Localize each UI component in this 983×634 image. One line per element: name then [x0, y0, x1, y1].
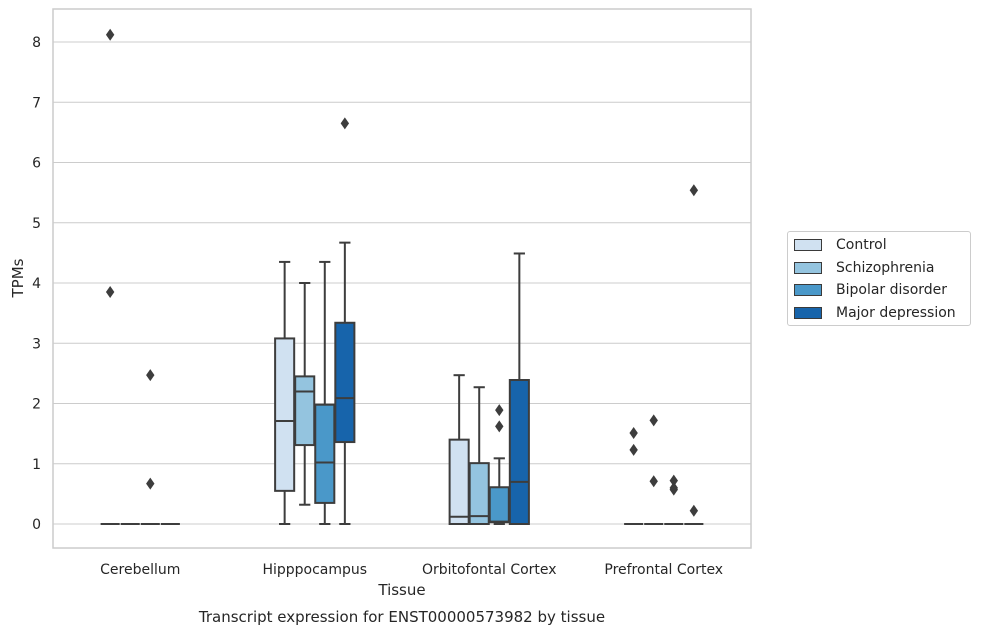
y-tick-labels: 0 1 2 3 4 5 6 7 8 [32, 35, 41, 533]
x-tick-label: Orbitofontal Cortex [422, 562, 557, 578]
box-iqr [334, 321, 356, 444]
box-major-depression [508, 252, 530, 525]
chart-caption: Transcript expression for ENST0000057398… [198, 608, 605, 626]
outlier-point [649, 475, 658, 488]
y-tick-label: 2 [32, 397, 41, 413]
legend-swatch [794, 306, 822, 319]
y-tick-label: 4 [32, 276, 41, 292]
outlier-point [669, 483, 678, 496]
box-bipolar-disorder [314, 260, 336, 525]
legend-item: Control [794, 235, 887, 255]
box-iqr [448, 438, 470, 525]
box-bipolar-disorder [488, 404, 510, 525]
y-tick-label: 6 [32, 156, 41, 172]
box-iqr [294, 375, 316, 447]
box-bipolar-disorder [140, 369, 160, 525]
x-tick-label: Cerebellum [100, 562, 180, 578]
outlier-point [629, 443, 638, 456]
legend-swatch [794, 239, 822, 251]
box-layer [100, 28, 704, 525]
legend-label: Control [836, 237, 887, 253]
y-tick-label: 1 [32, 457, 41, 473]
box-schizophrenia [644, 414, 664, 525]
outlier-point [649, 414, 658, 427]
box-iqr [314, 403, 336, 504]
legend-item: Schizophrenia [794, 258, 934, 278]
box-iqr [488, 486, 510, 524]
box-major-depression [334, 117, 356, 525]
legend: Control Schizophrenia Bipolar disorder Majo… [787, 231, 971, 326]
y-tick-label: 3 [32, 336, 41, 352]
box-control [100, 28, 120, 525]
legend-label: Schizophrenia [836, 259, 935, 276]
grid-lines [53, 41, 751, 525]
y-axis-label: TPMs [9, 258, 27, 298]
outlier-point [629, 427, 638, 440]
box-schizophrenia [468, 386, 490, 525]
y-tick-label: 0 [32, 517, 41, 533]
outlier-point [105, 28, 115, 41]
x-tick-labels: Cerebellum Hipppocampus Orbitofontal Corte… [100, 562, 723, 578]
outlier-point [340, 117, 350, 130]
box-schizophrenia [294, 282, 316, 506]
y-tick-label: 8 [32, 35, 41, 51]
legend-swatch [794, 261, 822, 274]
outlier-point [495, 420, 504, 433]
box-iqr [508, 379, 530, 525]
outlier-point [689, 504, 699, 517]
legend-label: Bipolar disorder [836, 282, 948, 298]
box-bipolar-disorder [664, 474, 684, 525]
plot-border [52, 8, 752, 549]
y-tick-label: 7 [32, 95, 41, 111]
outlier-point [495, 404, 504, 417]
outlier-point [669, 474, 678, 487]
outlier-point [689, 184, 699, 197]
box-control [448, 374, 470, 525]
outlier-point [146, 477, 155, 490]
box-control [624, 427, 644, 525]
box-iqr [468, 462, 490, 525]
box-control [274, 260, 296, 525]
x-tick-label: Prefrontal Cortex [604, 562, 723, 578]
y-tick-label: 5 [32, 216, 41, 232]
x-tick-label: Hipppocampus [262, 562, 367, 578]
legend-item: Bipolar disorder [794, 280, 947, 300]
legend-item: Major depression [794, 303, 956, 323]
outlier-point [146, 369, 155, 382]
plot-frame [52, 8, 752, 549]
x-axis-label: Tissue [377, 581, 425, 599]
legend-swatch [794, 284, 822, 296]
box-iqr [274, 337, 296, 492]
legend-label: Major depression [836, 304, 956, 321]
box-major-depression [684, 184, 704, 525]
outlier-point [105, 286, 115, 299]
